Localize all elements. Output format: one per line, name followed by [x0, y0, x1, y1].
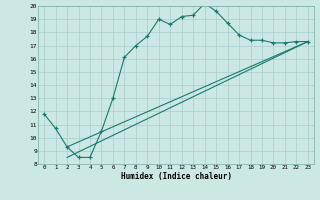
X-axis label: Humidex (Indice chaleur): Humidex (Indice chaleur): [121, 172, 231, 181]
